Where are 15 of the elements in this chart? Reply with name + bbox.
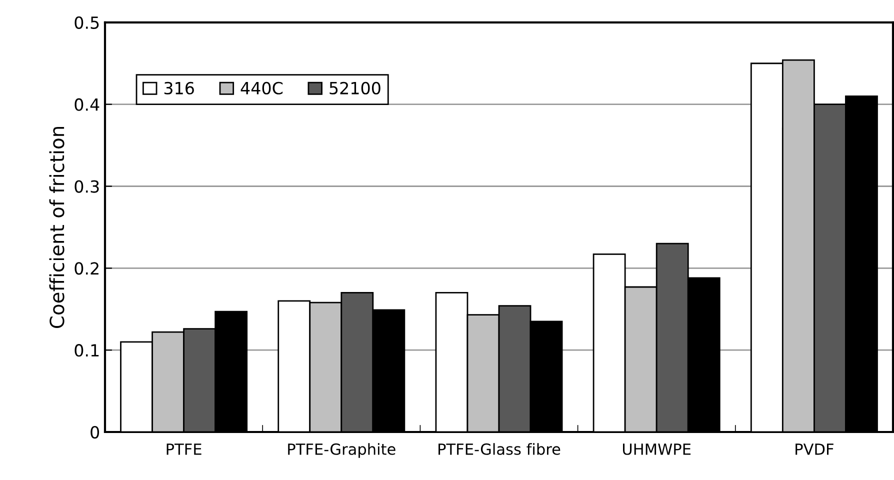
y-tick-label: 0.4 [74, 98, 100, 111]
x-tick-label: PTFE-Glass fibre [438, 443, 560, 455]
y-tick-label: 0 [90, 426, 100, 439]
y-tick-label: 0.5 [74, 16, 99, 29]
y-tick-label: 0.2 [74, 262, 98, 275]
y-axis-title: Coefficient of friction [49, 126, 64, 328]
x-tick-label: PVDF [796, 444, 834, 455]
legend-label: 316 [164, 82, 194, 94]
legend-label: 52100 [330, 82, 380, 94]
legend-label: 440C [240, 82, 283, 94]
y-tick-label: 0.1 [74, 344, 99, 357]
x-tick-label: UHMWPE [623, 444, 691, 455]
x-tick-label: PTFE-Graphite [288, 443, 396, 458]
y-tick-label: 0.3 [74, 180, 99, 193]
x-tick-label: PTFE [166, 444, 202, 455]
